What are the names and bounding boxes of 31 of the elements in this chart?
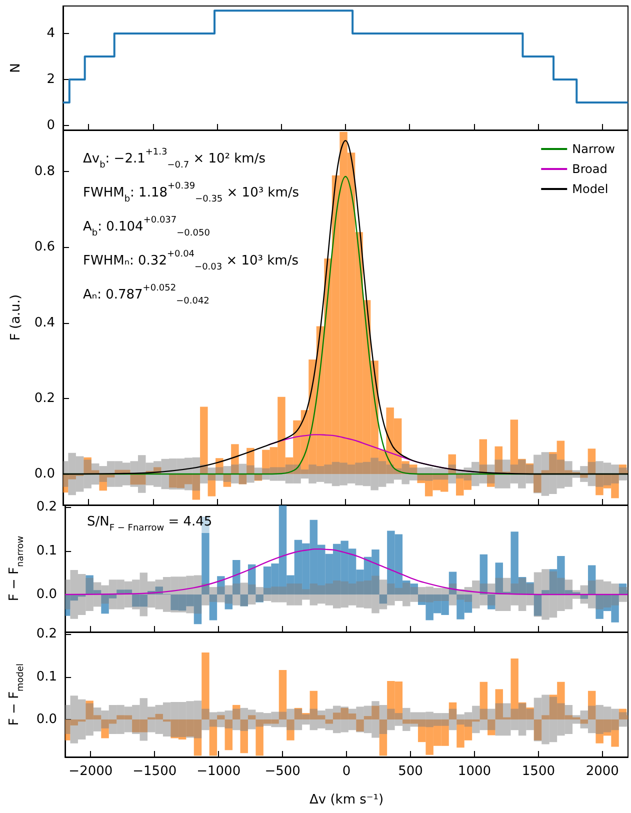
x-tick-label: 500 bbox=[398, 764, 423, 779]
x-axis-title: Δv (km s⁻¹) bbox=[310, 792, 384, 808]
x-tick-label: 2000 bbox=[586, 764, 619, 779]
y-tick-label: 0.1 bbox=[36, 669, 58, 684]
x-tick-label: −1000 bbox=[196, 764, 241, 779]
y-tick-label: 0.2 bbox=[36, 626, 58, 642]
legend-label: Narrow bbox=[572, 142, 616, 156]
y-tick-label: 0.0 bbox=[36, 712, 58, 727]
x-tick-label: 1500 bbox=[522, 764, 555, 779]
y-axis-title: F − Fnarrow bbox=[7, 536, 26, 602]
y-tick-label: 0 bbox=[46, 118, 55, 133]
x-tick-label: 1000 bbox=[458, 764, 492, 779]
y-axis-title: N bbox=[8, 63, 24, 73]
y-tick-label: 0.8 bbox=[34, 164, 55, 180]
y-axis-title: F (a.u.) bbox=[8, 294, 24, 341]
x-tick-label: −500 bbox=[264, 764, 300, 779]
x-tick-label: −1500 bbox=[132, 764, 177, 779]
y-tick-label: 0.4 bbox=[34, 315, 55, 330]
x-tick-label: 0 bbox=[342, 764, 351, 779]
legend-label: Broad bbox=[572, 162, 608, 176]
x-tick-label: −2000 bbox=[68, 764, 113, 779]
y-tick-label: 4 bbox=[46, 26, 55, 42]
legend-label: Model bbox=[572, 182, 608, 196]
y-tick-label: 0.2 bbox=[36, 500, 58, 515]
y-tick-label: 0.6 bbox=[34, 240, 55, 255]
y-tick-label: 0.1 bbox=[36, 543, 58, 558]
y-tick-label: 0.0 bbox=[36, 586, 58, 602]
y-tick-label: 2 bbox=[46, 72, 55, 87]
y-tick-label: 0.2 bbox=[34, 390, 55, 406]
y-axis-title: F − Fmodel bbox=[7, 663, 26, 726]
y-tick-label: 0.0 bbox=[34, 466, 55, 482]
